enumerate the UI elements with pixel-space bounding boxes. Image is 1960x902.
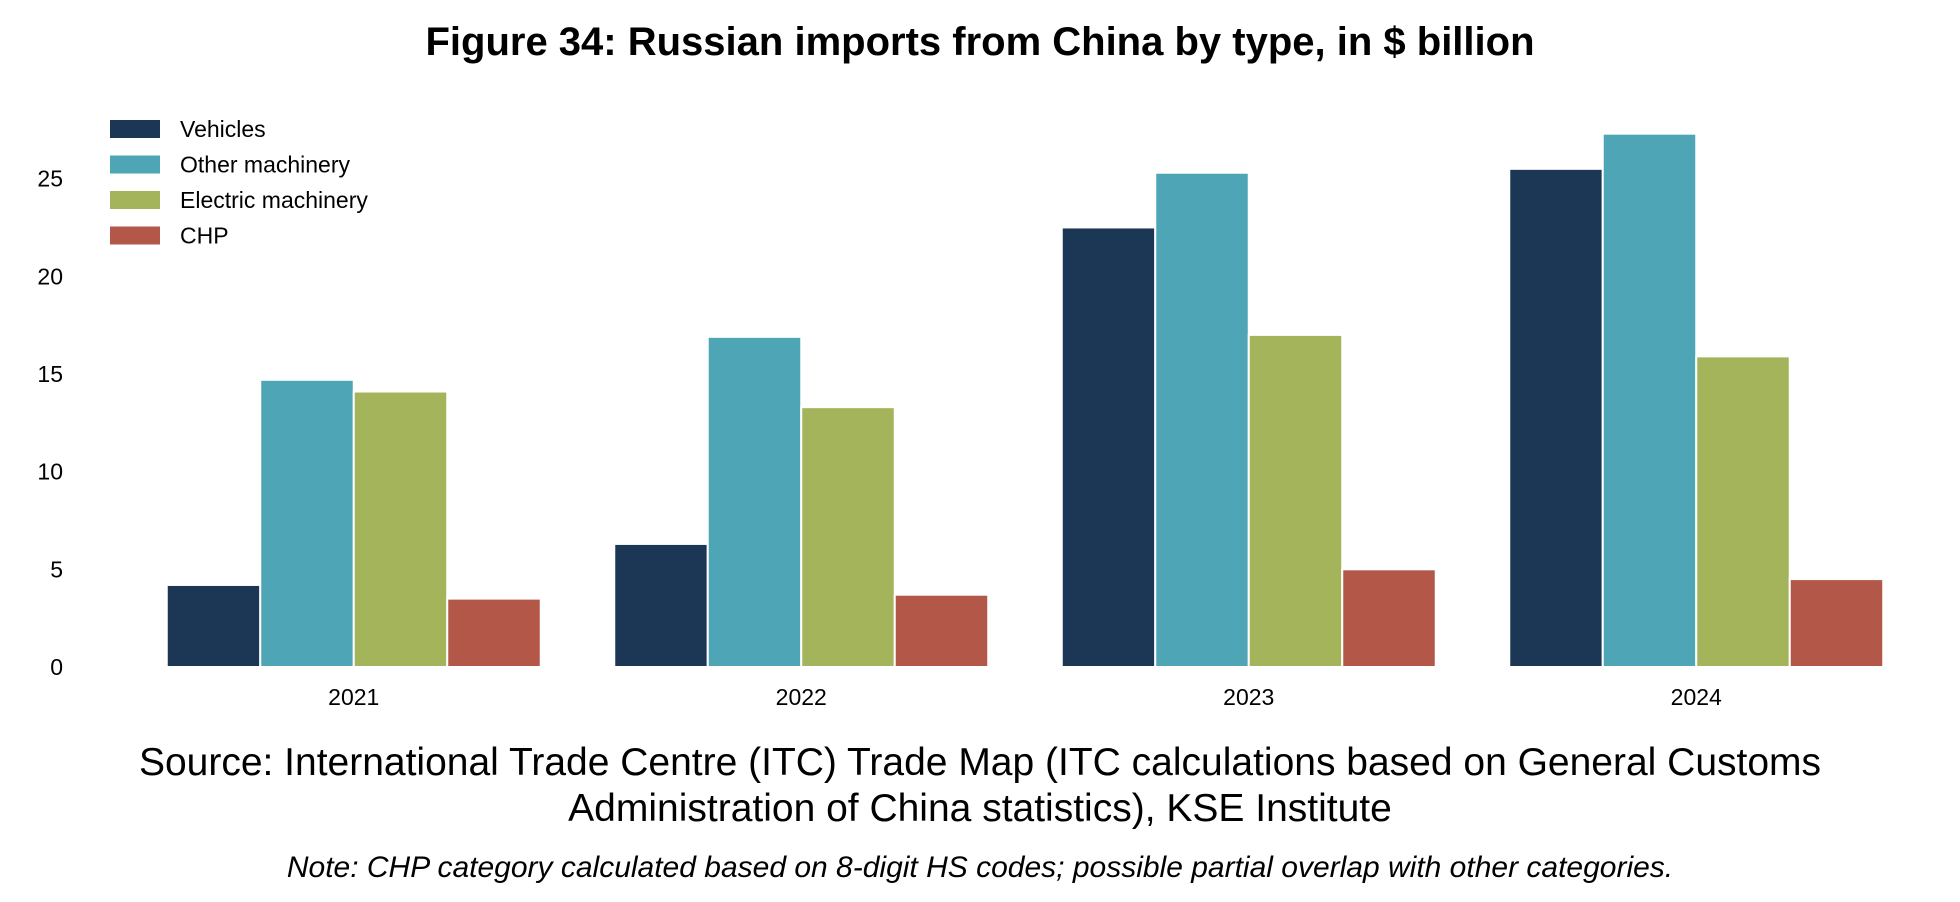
bar-chp-2024 <box>1788 578 1885 669</box>
x-tick-label: 2023 <box>1223 684 1274 710</box>
legend-label-vehicles: Vehicles <box>180 116 266 142</box>
legend-swatch-vehicles <box>110 120 160 138</box>
chart-title: Figure 34: Russian imports from China by… <box>425 20 1535 64</box>
bar-other-machinery-2021 <box>259 378 355 668</box>
legend-label-electric-machinery: Electric machinery <box>180 187 368 213</box>
legend-label-other-machinery: Other machinery <box>180 152 351 178</box>
bar-chart: 0 5 10 15 20 25 2021 2022 2023 2024 Vehicles Othe… <box>37 116 1885 710</box>
y-tick-label: 5 <box>50 556 63 582</box>
bar-vehicles-2021 <box>165 583 262 669</box>
y-tick-label: 15 <box>37 361 63 387</box>
y-tick-label: 20 <box>37 263 63 289</box>
x-tick-label: 2024 <box>1671 684 1722 710</box>
bars <box>165 132 1885 669</box>
bar-vehicles-2022 <box>613 542 709 668</box>
bar-chp-2023 <box>1341 568 1437 668</box>
y-tick-label: 0 <box>50 654 63 680</box>
bar-other-machinery-2024 <box>1601 132 1698 669</box>
x-tick-label: 2021 <box>328 684 379 710</box>
x-axis: 2021 2022 2023 2024 <box>328 684 1722 710</box>
bar-electric-machinery-2024 <box>1695 355 1791 668</box>
bar-electric-machinery-2021 <box>352 390 449 668</box>
bar-chp-2022 <box>893 593 990 668</box>
y-tick-label: 10 <box>37 459 63 485</box>
bar-other-machinery-2022 <box>706 335 803 668</box>
bar-vehicles-2023 <box>1060 226 1157 668</box>
bar-chp-2021 <box>446 597 542 668</box>
bar-electric-machinery-2023 <box>1247 333 1344 668</box>
y-tick-label: 25 <box>37 166 63 192</box>
bar-other-machinery-2023 <box>1154 171 1250 668</box>
legend: Vehicles Other machinery Electric machiner… <box>110 116 368 249</box>
legend-label-chp: CHP <box>180 223 229 249</box>
legend-swatch-chp <box>110 226 160 245</box>
bar-vehicles-2024 <box>1508 167 1604 668</box>
x-tick-label: 2022 <box>776 684 827 710</box>
bar-electric-machinery-2022 <box>800 406 896 668</box>
y-axis: 0 5 10 15 20 25 <box>37 166 63 680</box>
legend-swatch-other-machinery <box>110 155 160 174</box>
source-note: Source: International Trade Centre (ITC)… <box>138 741 1822 830</box>
footnote: Note: CHP category calculated based on 8… <box>286 851 1674 884</box>
legend-swatch-electric-machinery <box>110 191 160 209</box>
